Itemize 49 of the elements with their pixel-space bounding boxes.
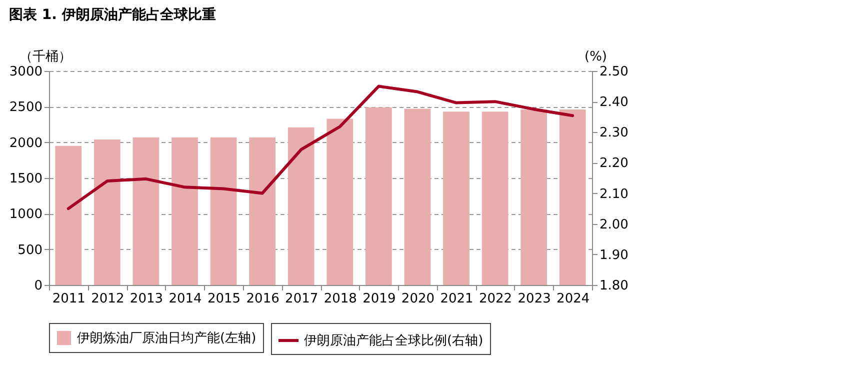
y-axis-title: （千桶） (20, 50, 72, 64)
bar (172, 137, 198, 285)
x-tick-label: 2011 (52, 292, 86, 306)
y2-tick-label: 2.20 (600, 156, 628, 172)
y-tick-label: 3000 (9, 64, 42, 80)
bar (55, 146, 82, 285)
bar (94, 139, 120, 285)
x-tick-label: 2022 (478, 292, 512, 306)
x-tick-label: 2017 (285, 292, 318, 306)
y2-tick-label: 2.30 (600, 126, 628, 141)
x-tick-label: 2016 (246, 292, 280, 306)
y-tick-label: 500 (18, 242, 42, 258)
y-tick-label: 2500 (9, 100, 42, 116)
x-tick-label: 2014 (168, 292, 202, 306)
bar (326, 118, 354, 285)
x-tick-label: 2015 (207, 292, 241, 306)
x-tick-label: 2021 (440, 292, 474, 306)
y2-tick-label: 2.40 (600, 95, 628, 110)
y2-tick-label: 1.80 (600, 278, 628, 294)
x-tick-label: 2012 (91, 292, 124, 306)
y2-tick-label: 2.00 (600, 217, 628, 232)
y-tick-label: 1000 (9, 207, 42, 222)
bar (249, 137, 276, 285)
bar (365, 107, 392, 285)
bar (288, 127, 314, 285)
y-tick-label: 2000 (9, 136, 42, 151)
y-tick-label: 1500 (9, 172, 42, 186)
x-tick-label: 2018 (324, 292, 357, 306)
bar (132, 137, 160, 285)
bar (520, 110, 548, 285)
bar (443, 112, 470, 285)
x-tick-label: 2020 (401, 292, 435, 306)
bar (210, 137, 237, 285)
legend-label: 伊朗炼油厂原油日均产能(左轴) (77, 330, 256, 346)
line-series (66, 84, 574, 210)
bar (559, 110, 586, 285)
x-tick-label: 2024 (556, 292, 590, 306)
bar (404, 108, 431, 285)
y2-tick-label: 2.10 (600, 186, 628, 202)
y2-tick-label: 2.50 (600, 64, 628, 80)
y2-axis-title: (%) (584, 50, 607, 64)
y2-tick-label: 1.90 (600, 248, 628, 263)
legend-label: 伊朗原油产能占全球比例(右轴) (304, 332, 484, 348)
y-tick-label: 0 (34, 278, 42, 294)
x-tick-label: 2023 (518, 292, 551, 306)
bar (482, 112, 508, 285)
chart-title: 图表 1. 伊朗原油产能占全球比重 (9, 6, 216, 23)
x-tick-label: 2013 (130, 292, 164, 306)
x-tick-label: 2019 (362, 292, 396, 306)
